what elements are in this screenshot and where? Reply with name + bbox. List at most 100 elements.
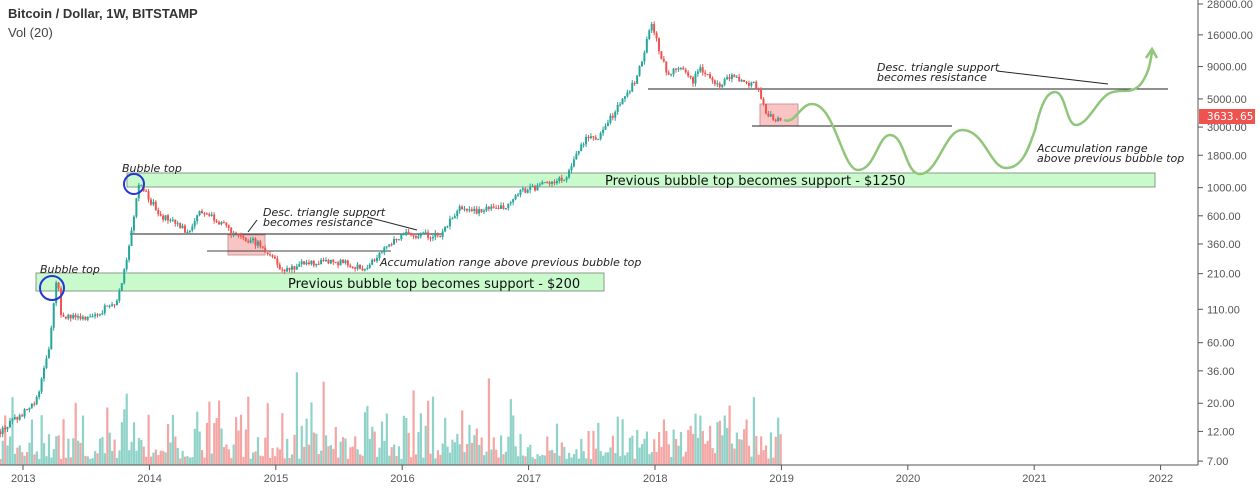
candle-body [701, 67, 704, 73]
volume-bar [188, 457, 192, 465]
y-tick-label: 360.00 [1207, 239, 1241, 251]
volume-bar [653, 439, 656, 465]
candle-body [72, 314, 75, 319]
candle-body [215, 220, 218, 223]
candle-body [11, 419, 14, 421]
candle-body [495, 207, 498, 209]
candle-body [329, 259, 332, 264]
volume-bar [359, 454, 362, 465]
accumulation-label-right-2: above previous bubble top [1037, 152, 1184, 165]
volume-bar [293, 434, 296, 465]
candle-body [582, 144, 585, 146]
volume-bar [230, 458, 233, 465]
candle-body [478, 209, 481, 214]
candle-body [363, 268, 366, 271]
volume-bar [441, 443, 444, 465]
candle-body [446, 226, 449, 228]
candle-body [504, 208, 507, 210]
volume-bar [456, 433, 459, 465]
volume-bar [480, 437, 483, 465]
candle-body [456, 210, 459, 217]
candle-body [677, 68, 680, 70]
volume-bar [81, 415, 85, 465]
candle-body [152, 201, 155, 205]
candle-body [730, 74, 733, 79]
volume-bar [286, 438, 289, 465]
projection-path[interactable] [783, 51, 1154, 176]
volume-bar [154, 449, 158, 465]
volume-bar [344, 438, 347, 465]
bubble-top-circle-2013-apr[interactable] [39, 275, 65, 301]
candle-body [108, 305, 111, 307]
volume-bar [261, 456, 264, 465]
volume-bar [52, 449, 55, 465]
volume-bar [13, 453, 17, 465]
volume-bar [101, 437, 104, 465]
volume-bar [453, 442, 457, 465]
volume-bar [128, 450, 131, 465]
volume-bar [385, 413, 388, 465]
candle-body [699, 67, 702, 72]
volume-bar [171, 414, 175, 465]
volume-bar [123, 409, 126, 465]
y-axis[interactable]: 28000.00 16000.00 9000.00 5000.00 3000.00 180… [1198, 0, 1253, 468]
support-band-200[interactable] [35, 272, 605, 292]
candle-body [344, 260, 347, 264]
volume-bars [0, 372, 782, 465]
volume-bar [536, 454, 539, 465]
candle-body [529, 186, 532, 190]
volume-bar [349, 447, 352, 465]
volume-bar [356, 449, 359, 465]
volume-bar [548, 450, 551, 465]
volume-bar [602, 455, 605, 465]
candle-body [747, 82, 750, 86]
candle-body [186, 232, 189, 234]
support-band-1250[interactable] [126, 172, 1156, 188]
candle-body [322, 259, 325, 261]
candle-body [777, 117, 780, 121]
candle-body [361, 268, 364, 271]
volume-bar [628, 437, 632, 465]
x-axis[interactable]: 2013 2014 2015 2016 2017 2018 2019 2020 2021 2022 [11, 465, 1173, 485]
volume-bar [716, 422, 719, 465]
volume-bar [410, 457, 413, 465]
candle-body [667, 72, 670, 75]
candle-body [660, 51, 663, 60]
volume-bar [252, 452, 255, 465]
volume-bar [657, 432, 661, 465]
candle-body [69, 314, 72, 319]
candle-body [728, 77, 731, 79]
candle-body [103, 305, 106, 314]
candle-body [162, 215, 165, 220]
candle-body [276, 258, 279, 265]
volume-bar [407, 432, 410, 465]
candle-body [247, 240, 250, 243]
volume-bar [69, 457, 72, 465]
volume-bar [439, 454, 442, 465]
candle-body [587, 136, 590, 138]
candle-body [492, 206, 495, 208]
y-tick-label: 3000.00 [1207, 122, 1247, 134]
volume-bar [213, 423, 216, 465]
candle-body [8, 420, 11, 428]
volume-bar [721, 435, 724, 465]
volume-indicator-label[interactable]: Vol (20) [8, 25, 53, 40]
volume-bar [388, 455, 391, 465]
bubble-top-circle-2013-dec[interactable] [123, 173, 145, 195]
volume-bar [461, 410, 464, 465]
candle-body [563, 179, 566, 181]
candle-body [193, 221, 196, 227]
candle-body [21, 415, 24, 417]
candle-body [553, 181, 556, 184]
candle-body [499, 205, 502, 209]
candle-body [235, 232, 238, 234]
candle-body [594, 137, 597, 140]
volume-bar [215, 418, 218, 465]
volume-bar [631, 435, 634, 465]
candle-body [745, 81, 748, 83]
x-tick-label: 2022 [1149, 473, 1173, 485]
candle-body [636, 75, 639, 84]
candle-body [60, 288, 63, 315]
candle-body [225, 222, 228, 226]
